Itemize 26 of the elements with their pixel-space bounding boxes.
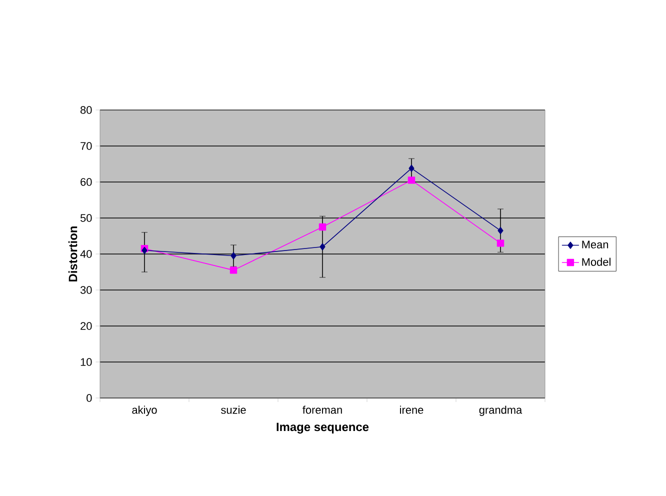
point <box>496 240 504 247</box>
y-tick-label: 30 <box>80 286 92 294</box>
point <box>408 176 416 184</box>
x-tick-label: suzie <box>221 406 246 414</box>
point <box>318 223 326 231</box>
y-tick-label: 70 <box>80 142 92 150</box>
y-tick-label: 50 <box>80 214 92 222</box>
point <box>230 266 238 274</box>
y-axis-title: Distortion <box>68 226 78 282</box>
x-axis-title: Image sequence <box>276 422 369 434</box>
legend-label: Mean <box>582 240 608 248</box>
point <box>408 164 414 172</box>
y-tick-label: 10 <box>80 358 92 366</box>
x-tick-label: grandma <box>479 406 522 416</box>
x-tick-label: akiyo <box>132 406 157 416</box>
y-tick-label: 40 <box>80 250 92 258</box>
x-tick-label: irene <box>400 406 424 414</box>
point <box>320 243 326 250</box>
x-tick-label: foreman <box>302 406 342 414</box>
y-tick-label: 80 <box>80 106 92 114</box>
point <box>498 226 504 234</box>
y-tick-label: 0 <box>86 394 92 402</box>
legend-label: Model <box>582 258 610 266</box>
y-tick-label: 60 <box>80 178 92 186</box>
point <box>230 252 236 260</box>
y-tick-label: 20 <box>80 322 92 330</box>
